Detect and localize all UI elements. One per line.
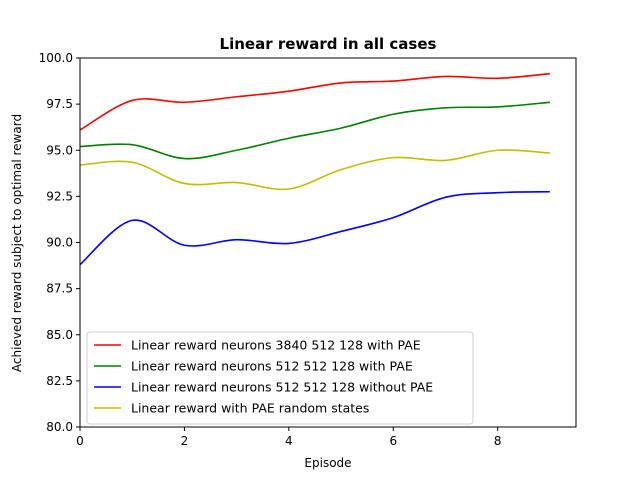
legend-box — [86, 331, 474, 425]
y-tick-label: 80.0 — [46, 420, 73, 434]
legend-label: Linear reward neurons 512 512 128 withou… — [131, 380, 433, 395]
series-line-1 — [79, 72, 550, 131]
y-tick-label: 100.0 — [39, 51, 73, 65]
y-tick-label: 87.5 — [46, 282, 73, 296]
x-axis-ticks: 0 2 4 6 8 — [76, 427, 502, 448]
legend-label: Linear reward neurons 512 512 128 with P… — [131, 359, 413, 374]
legend: Linear reward neurons 3840 512 128 with … — [86, 331, 474, 425]
legend-label: Linear reward neurons 3840 512 128 with … — [131, 338, 421, 353]
plot-frame — [79, 57, 577, 428]
legend-label: Linear reward with PAE random states — [131, 401, 369, 416]
series-line-3 — [79, 190, 550, 266]
x-tick-label: 6 — [389, 434, 397, 448]
chart-title: Linear reward in all cases — [220, 35, 437, 53]
y-axis-ticks: 80.0 82.5 85.0 87.5 90.0 92.5 95.0 97.5 100.0 — [39, 51, 80, 434]
y-tick-label: 85.0 — [46, 328, 73, 342]
x-tick-label: 0 — [76, 434, 84, 448]
y-tick-label: 97.5 — [46, 97, 73, 111]
y-tick-label: 90.0 — [46, 236, 73, 250]
series-line-4 — [79, 149, 550, 191]
y-axis-label: Achieved reward subject to optimal rewar… — [10, 114, 24, 372]
series-lines — [79, 72, 550, 266]
series-line-2 — [79, 101, 550, 160]
x-tick-label: 8 — [494, 434, 502, 448]
x-tick-label: 2 — [181, 434, 189, 448]
y-tick-label: 95.0 — [46, 143, 73, 157]
x-axis-label: Episode — [304, 456, 351, 470]
x-tick-label: 4 — [285, 434, 293, 448]
y-tick-label: 92.5 — [46, 189, 73, 203]
y-tick-label: 82.5 — [46, 374, 73, 388]
